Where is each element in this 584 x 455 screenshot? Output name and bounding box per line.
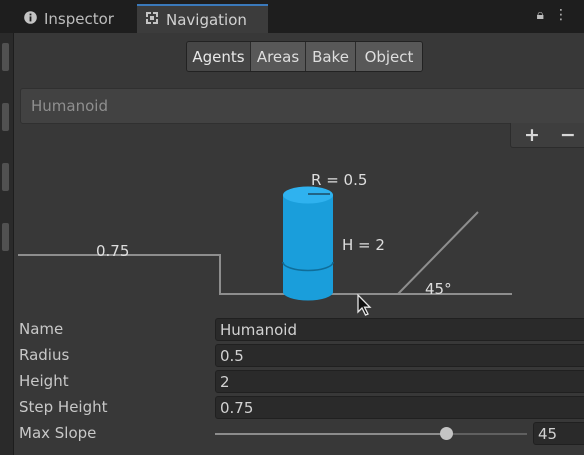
tab-bar-controls: 🔒︎⋮: [537, 7, 578, 23]
lock-icon[interactable]: 🔒︎: [536, 7, 554, 23]
remove-agent-button[interactable]: −: [559, 124, 576, 146]
tab-agents[interactable]: Agents: [187, 42, 251, 71]
step-ground-line: [18, 211, 479, 295]
name-label: Name: [19, 320, 64, 338]
height-field[interactable]: 2: [215, 370, 584, 393]
more-icon[interactable]: ⋮: [554, 7, 578, 23]
tab-bake[interactable]: Bake: [306, 42, 356, 71]
side-panel-edge: [0, 33, 14, 455]
max-slope-slider-fill: [215, 433, 446, 435]
tab-areas[interactable]: Areas: [251, 42, 306, 71]
name-field[interactable]: Humanoid: [215, 318, 584, 341]
height-field-label: Height: [19, 372, 69, 390]
panel-handle: [2, 163, 9, 191]
max-slope-label: Max Slope: [19, 424, 97, 442]
list-controls: + −: [510, 123, 584, 148]
agent-list-item-humanoid[interactable]: Humanoid: [31, 97, 108, 115]
height-row: Height 2: [0, 369, 584, 395]
agent-type-list[interactable]: Humanoid: [20, 88, 584, 124]
name-row: Name Humanoid: [0, 317, 584, 343]
max-slope-slider-thumb[interactable]: [439, 427, 453, 440]
max-slope-slider[interactable]: [215, 427, 527, 440]
navigation-mode-tabs: Agents Areas Bake Object: [186, 41, 423, 72]
navigation-icon: [145, 11, 159, 29]
panel-handle: [2, 223, 9, 251]
radius-row: Radius 0.5: [0, 343, 584, 369]
tab-navigation-label: Navigation: [166, 10, 247, 29]
tab-inspector[interactable]: Inspector: [14, 4, 137, 33]
max-slope-row: Max Slope 45: [0, 421, 584, 447]
radius-label: R = 0.5: [311, 171, 368, 189]
max-slope-field[interactable]: 45: [533, 422, 584, 445]
step-height-row: Step Height 0.75: [0, 395, 584, 421]
panel-handle: [2, 43, 9, 71]
add-agent-button[interactable]: +: [524, 124, 540, 146]
slope-angle-label: 45°: [425, 280, 452, 298]
tab-navigation[interactable]: Navigation: [137, 4, 268, 33]
panel-handle: [2, 103, 9, 131]
step-height-label: 0.75: [96, 242, 130, 260]
tab-bar: Inspector Navigation 🔒︎⋮: [0, 0, 584, 33]
mouse-cursor-icon: [357, 294, 372, 316]
step-height-field[interactable]: 0.75: [215, 396, 584, 419]
info-circle-icon: [24, 10, 37, 28]
radius-field[interactable]: 0.5: [215, 344, 584, 367]
height-label: H = 2: [342, 236, 385, 254]
agent-diagram: [18, 186, 512, 301]
tab-object[interactable]: Object: [356, 42, 422, 71]
tab-inspector-label: Inspector: [44, 9, 114, 28]
step-height-field-label: Step Height: [19, 398, 108, 416]
agent-cylinder: [282, 186, 334, 301]
radius-field-label: Radius: [19, 346, 70, 364]
